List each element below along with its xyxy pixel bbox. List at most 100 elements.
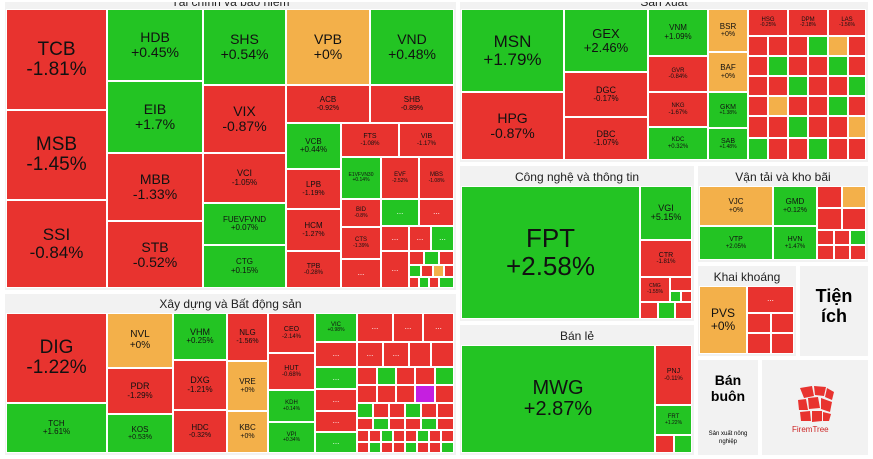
tile-small[interactable]: [417, 430, 429, 442]
tile-VRE[interactable]: VRE +0%: [227, 361, 268, 411]
tile-SAB[interactable]: SAB +1.48%: [708, 128, 748, 160]
tile-small[interactable]: [748, 56, 768, 76]
tile-small[interactable]: [748, 96, 768, 116]
tile-KBC[interactable]: KBC +0%: [227, 411, 268, 453]
tile-MSB[interactable]: MSB -1.45%: [6, 110, 107, 200]
tile-EIB[interactable]: EIB +1.7%: [107, 81, 203, 153]
tile-small[interactable]: [357, 403, 373, 418]
tile-TPB[interactable]: TPB -0.28%: [286, 251, 341, 288]
tile-VIX[interactable]: VIX -0.87%: [203, 85, 286, 153]
tile-LAS[interactable]: LAS -1.56%: [828, 9, 866, 36]
tile-more[interactable]: ...: [409, 226, 431, 251]
tile-small[interactable]: [808, 138, 828, 160]
tile-small[interactable]: [377, 367, 396, 385]
tile-small[interactable]: [431, 342, 454, 367]
tile-small[interactable]: [768, 36, 788, 56]
tile-KDC[interactable]: KDC +0.32%: [648, 127, 708, 160]
tile-small[interactable]: [421, 265, 433, 277]
tile-STB[interactable]: STB -0.52%: [107, 221, 203, 288]
tile-small[interactable]: [357, 367, 377, 385]
tile-VIC[interactable]: VIC +0.98%: [315, 313, 357, 342]
tile-small[interactable]: [817, 186, 842, 208]
tile-small[interactable]: [747, 313, 771, 333]
tile-small[interactable]: [373, 403, 389, 418]
tile-MBS[interactable]: MBS -1.08%: [419, 157, 454, 199]
tile-more[interactable]: ...: [315, 342, 357, 367]
tile-small[interactable]: [640, 302, 658, 319]
tile-small[interactable]: [748, 138, 768, 160]
tile-small[interactable]: [409, 342, 431, 367]
tile-small[interactable]: [381, 442, 393, 453]
tile-more[interactable]: ...: [423, 313, 454, 342]
tile-SHB[interactable]: SHB -0.89%: [370, 85, 454, 123]
tile-small[interactable]: [393, 430, 405, 442]
tile-HCM[interactable]: HCM -1.27%: [286, 209, 341, 251]
tile-small[interactable]: [788, 138, 808, 160]
tile-small[interactable]: [435, 367, 454, 385]
tile-GKM[interactable]: GKM +1.38%: [708, 92, 748, 128]
tile-small[interactable]: [842, 186, 866, 208]
tile-small[interactable]: [848, 116, 866, 138]
tile-NVL[interactable]: NVL +0%: [107, 313, 173, 368]
tile-small[interactable]: [393, 442, 405, 453]
tile-small[interactable]: [834, 230, 850, 245]
tile-GVR[interactable]: GVR -0.84%: [648, 56, 708, 92]
tile-small[interactable]: [828, 96, 848, 116]
tile-BAF[interactable]: BAF +0%: [708, 52, 748, 92]
tile-more[interactable]: ...: [393, 313, 423, 342]
tile-small[interactable]: [429, 430, 441, 442]
tile-VPB[interactable]: VPB +0%: [286, 9, 370, 85]
tile-small[interactable]: [405, 442, 417, 453]
tile-more[interactable]: ...: [315, 411, 357, 432]
tile-small[interactable]: [421, 418, 437, 430]
tile-CTG[interactable]: CTG +0.15%: [203, 245, 286, 288]
tile-FPT[interactable]: FPT +2.58%: [461, 186, 640, 319]
tile-PNJ[interactable]: PNJ -0.11%: [655, 345, 692, 405]
tile-HUT[interactable]: HUT -0.68%: [268, 353, 315, 390]
tile-small[interactable]: [848, 76, 866, 96]
tile-small[interactable]: [421, 403, 437, 418]
tile-small[interactable]: [357, 385, 377, 403]
tile-CMG[interactable]: CMG -1.55%: [640, 277, 670, 302]
tile-E1VFVN30[interactable]: E1VFVN30 +0.14%: [341, 157, 381, 199]
tile-small[interactable]: [817, 230, 834, 245]
tile-small[interactable]: [817, 245, 834, 260]
tile-small[interactable]: [357, 418, 373, 430]
tile-more[interactable]: ...: [341, 259, 381, 288]
tile-small[interactable]: [828, 76, 848, 96]
tile-small[interactable]: [417, 442, 429, 453]
tile-HSG[interactable]: HSG -0.25%: [748, 9, 788, 36]
tile-small[interactable]: [808, 36, 828, 56]
tile-VHM[interactable]: VHM +0.25%: [173, 313, 227, 360]
tile-HDC[interactable]: HDC -0.32%: [173, 410, 227, 453]
tile-small[interactable]: [848, 56, 866, 76]
tile-small[interactable]: [848, 36, 866, 56]
tile-more[interactable]: ...: [315, 389, 357, 411]
tile-small[interactable]: [828, 116, 848, 138]
tile-small[interactable]: [788, 56, 808, 76]
tile-small[interactable]: [441, 430, 454, 442]
tile-small[interactable]: [396, 385, 415, 403]
tile-HPG[interactable]: HPG -0.87%: [461, 92, 564, 160]
tile-small[interactable]: [357, 442, 369, 453]
tile-small[interactable]: [373, 418, 389, 430]
tile-small[interactable]: [828, 138, 848, 160]
tile-CTS[interactable]: CTS -1.39%: [341, 227, 381, 259]
tile-small[interactable]: [828, 56, 848, 76]
tile-DIG[interactable]: DIG -1.22%: [6, 313, 107, 403]
tile-more[interactable]: ...: [315, 432, 357, 453]
tile-small[interactable]: [415, 367, 435, 385]
tile-small[interactable]: [828, 36, 848, 56]
tile-small[interactable]: [848, 138, 866, 160]
tile-EVF[interactable]: EVF -2.52%: [381, 157, 419, 199]
tile-small[interactable]: [850, 230, 866, 245]
tile-GMD[interactable]: GMD +0.12%: [773, 186, 817, 226]
tile-small[interactable]: [768, 96, 788, 116]
tile-small[interactable]: [439, 251, 454, 265]
tile-small[interactable]: [808, 76, 828, 96]
tile-VJC[interactable]: VJC +0%: [699, 186, 773, 226]
tile-small[interactable]: [424, 251, 439, 265]
tile-small[interactable]: [437, 418, 454, 430]
tile-small[interactable]: [748, 36, 768, 56]
tile-small[interactable]: [808, 56, 828, 76]
